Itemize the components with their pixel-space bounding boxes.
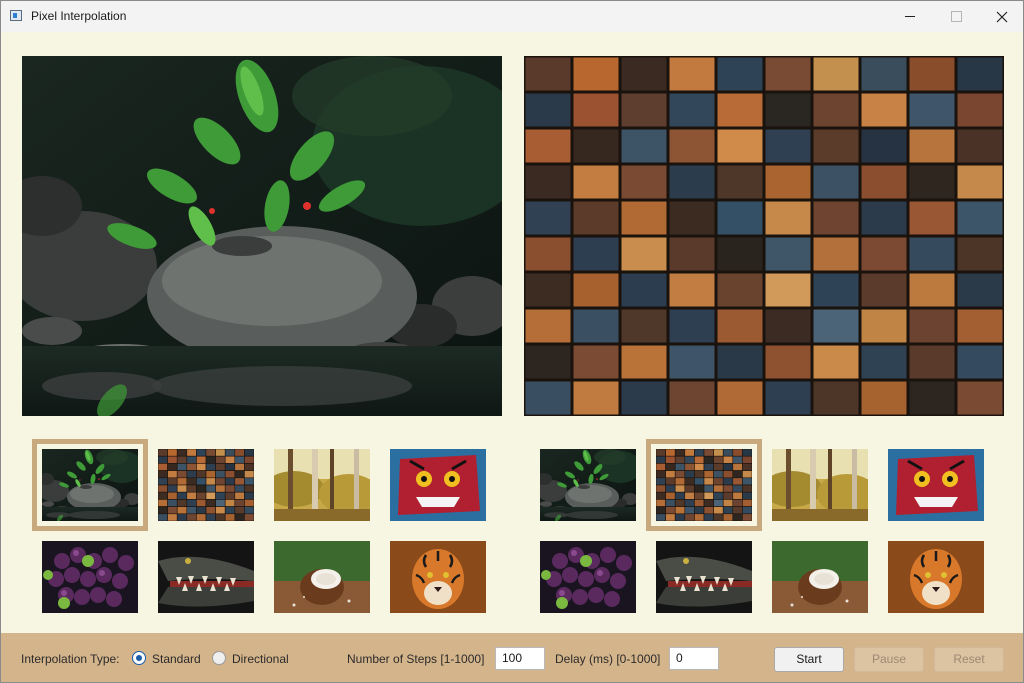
- right-thumb-crocodile[interactable]: [656, 541, 752, 613]
- left-thumb-crocodile[interactable]: [158, 541, 254, 613]
- pause-button[interactable]: Pause: [854, 647, 924, 672]
- right-thumb-forest[interactable]: [772, 449, 868, 521]
- close-icon[interactable]: [979, 1, 1023, 32]
- reset-button[interactable]: Reset: [934, 647, 1004, 672]
- right-thumb-tiger[interactable]: [888, 541, 984, 613]
- left-thumb-coconut[interactable]: [274, 541, 370, 613]
- app-window-icon: [10, 10, 22, 21]
- minimize-icon[interactable]: [887, 1, 933, 32]
- interpolation-type-label: Interpolation Type:: [21, 652, 120, 666]
- left-thumb-graffiti-face[interactable]: [390, 449, 486, 521]
- start-button[interactable]: Start: [774, 647, 844, 672]
- left-preview-image: [22, 56, 502, 416]
- left-thumb-grapes[interactable]: [42, 541, 138, 613]
- left-thumb-rocks-plant[interactable]: [32, 439, 148, 531]
- right-thumb-grapes[interactable]: [540, 541, 636, 613]
- main-content: [1, 32, 1023, 633]
- delay-input[interactable]: 0: [669, 647, 719, 670]
- delay-label: Delay (ms) [0-1000]: [555, 652, 661, 666]
- window-title: Pixel Interpolation: [31, 9, 127, 23]
- standard-radio[interactable]: [132, 651, 146, 665]
- directional-radio[interactable]: [212, 651, 226, 665]
- steps-input[interactable]: 100: [495, 647, 545, 670]
- right-thumb-graffiti-face[interactable]: [888, 449, 984, 521]
- directional-radio-label[interactable]: Directional: [232, 652, 289, 666]
- right-thumb-coconut[interactable]: [772, 541, 868, 613]
- left-thumb-tiger[interactable]: [390, 541, 486, 613]
- steps-label: Number of Steps [1-1000]: [347, 652, 485, 666]
- title-bar[interactable]: Pixel Interpolation: [1, 1, 1023, 32]
- left-thumb-wood-blocks[interactable]: [158, 449, 254, 521]
- right-thumb-rocks-plant[interactable]: [540, 449, 636, 521]
- right-preview-image: [524, 56, 1004, 416]
- control-bar: Interpolation Type: Standard Directional…: [1, 633, 1023, 682]
- maximize-icon[interactable]: [933, 1, 979, 32]
- left-thumb-forest[interactable]: [274, 449, 370, 521]
- right-thumb-wood-blocks[interactable]: [646, 439, 762, 531]
- standard-radio-label[interactable]: Standard: [152, 652, 201, 666]
